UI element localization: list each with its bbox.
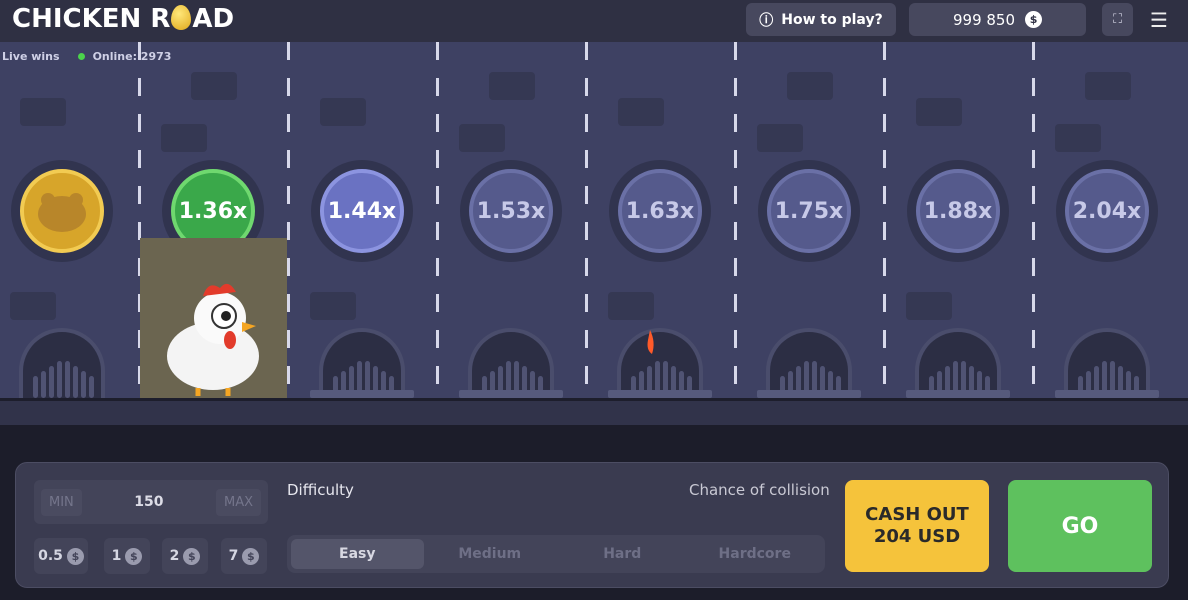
multiplier-coin: 1.53x [460, 160, 562, 262]
start-coin [11, 160, 113, 262]
sewer-grate [915, 328, 1001, 398]
min-button[interactable]: MIN [41, 488, 82, 516]
difficulty-selector: Easy Medium Hard Hardcore [287, 535, 825, 573]
online-count: Online: 2973 [77, 50, 171, 63]
wall-brick [191, 72, 237, 100]
difficulty-medium[interactable]: Medium [458, 546, 522, 562]
grate-plate [310, 390, 414, 398]
go-button[interactable]: GO [1008, 480, 1152, 572]
grate-plate [757, 390, 861, 398]
wall-brick [489, 72, 535, 100]
lane-divider [1032, 42, 1035, 398]
chip-button[interactable]: 7 $ [221, 538, 267, 574]
live-wins-label[interactable]: Live wins [2, 50, 60, 63]
road-base [0, 398, 1188, 425]
wall-brick [20, 98, 66, 126]
how-to-play-button[interactable]: ⓘ How to play? [746, 3, 896, 36]
lane-divider [436, 42, 439, 398]
dollar-icon: $ [183, 547, 201, 565]
max-button[interactable]: MAX [215, 488, 261, 516]
lane-divider [883, 42, 886, 398]
control-panel: MIN 150 MAX 0.5 $ 1 $ 2 $ 7 $ Difficulty Cha… [15, 462, 1169, 588]
lane-divider [734, 42, 737, 398]
wall-brick [459, 124, 505, 152]
dollar-icon: $ [66, 547, 84, 565]
logo: CHICKEN R AD [12, 4, 235, 34]
chip-button[interactable]: 2 $ [162, 538, 208, 574]
wall-brick [757, 124, 803, 152]
wall-brick [320, 98, 366, 126]
difficulty-hardcore[interactable]: Hardcore [718, 546, 791, 562]
online-dot-icon [77, 53, 85, 60]
hamburger-icon: ☰ [1150, 8, 1168, 32]
sewer-grate [19, 328, 105, 398]
dollar-icon: $ [242, 547, 260, 565]
grate-plate [906, 390, 1010, 398]
sewer-grate [617, 328, 703, 398]
egg-icon [171, 5, 192, 30]
dollar-icon: $ [1025, 11, 1043, 28]
sewer-grate [319, 328, 405, 398]
bet-value[interactable]: 150 [134, 494, 164, 510]
lane-divider [287, 42, 290, 398]
lane-divider [585, 42, 588, 398]
collision-chance-label: Chance of collision [689, 481, 830, 499]
wall-brick [310, 292, 356, 320]
grate-plate [459, 390, 563, 398]
multiplier-coin: 1.88x [907, 160, 1009, 262]
wall-brick [618, 98, 664, 126]
wall-brick [916, 98, 962, 126]
fire-spark-icon [647, 330, 654, 354]
menu-button[interactable]: ☰ [1150, 8, 1168, 32]
multiplier-coin: 2.04x [1056, 160, 1158, 262]
fullscreen-button[interactable]: ⛶ [1102, 3, 1133, 36]
difficulty-label: Difficulty [287, 481, 354, 499]
grate-plate [608, 390, 712, 398]
bet-input[interactable]: MIN 150 MAX [34, 480, 268, 524]
grate-plate [1055, 390, 1159, 398]
multiplier-coin: 1.63x [609, 160, 711, 262]
balance-display: 999 850 $ [909, 3, 1086, 36]
difficulty-hard[interactable]: Hard [603, 546, 642, 562]
chip-button[interactable]: 0.5 $ [34, 538, 88, 574]
difficulty-easy[interactable]: Easy [291, 539, 424, 569]
chicken [167, 283, 259, 396]
multiplier-coin: 1.44x [311, 160, 413, 262]
wall-brick [787, 72, 833, 100]
sewer-grate [766, 328, 852, 398]
wall-brick [161, 124, 207, 152]
sewer-grate [468, 328, 554, 398]
dollar-icon: $ [125, 547, 143, 565]
multiplier-coin: 1.75x [758, 160, 860, 262]
wall-brick [10, 292, 56, 320]
wall-brick [1055, 124, 1101, 152]
sewer-grate [1064, 328, 1150, 398]
chip-button[interactable]: 1 $ [104, 538, 150, 574]
lane-divider [138, 42, 141, 398]
wall-brick [906, 292, 952, 320]
cash-out-button[interactable]: CASH OUT 204 USD [845, 480, 989, 572]
top-bar: CHICKEN R AD ⓘ How to play? 999 850 $ ⛶ ☰ [0, 0, 1188, 42]
roast-chicken-icon [38, 193, 86, 232]
info-icon: ⓘ [759, 12, 774, 29]
wall-brick [608, 292, 654, 320]
fullscreen-icon: ⛶ [1112, 12, 1123, 27]
wall-brick [1085, 72, 1131, 100]
